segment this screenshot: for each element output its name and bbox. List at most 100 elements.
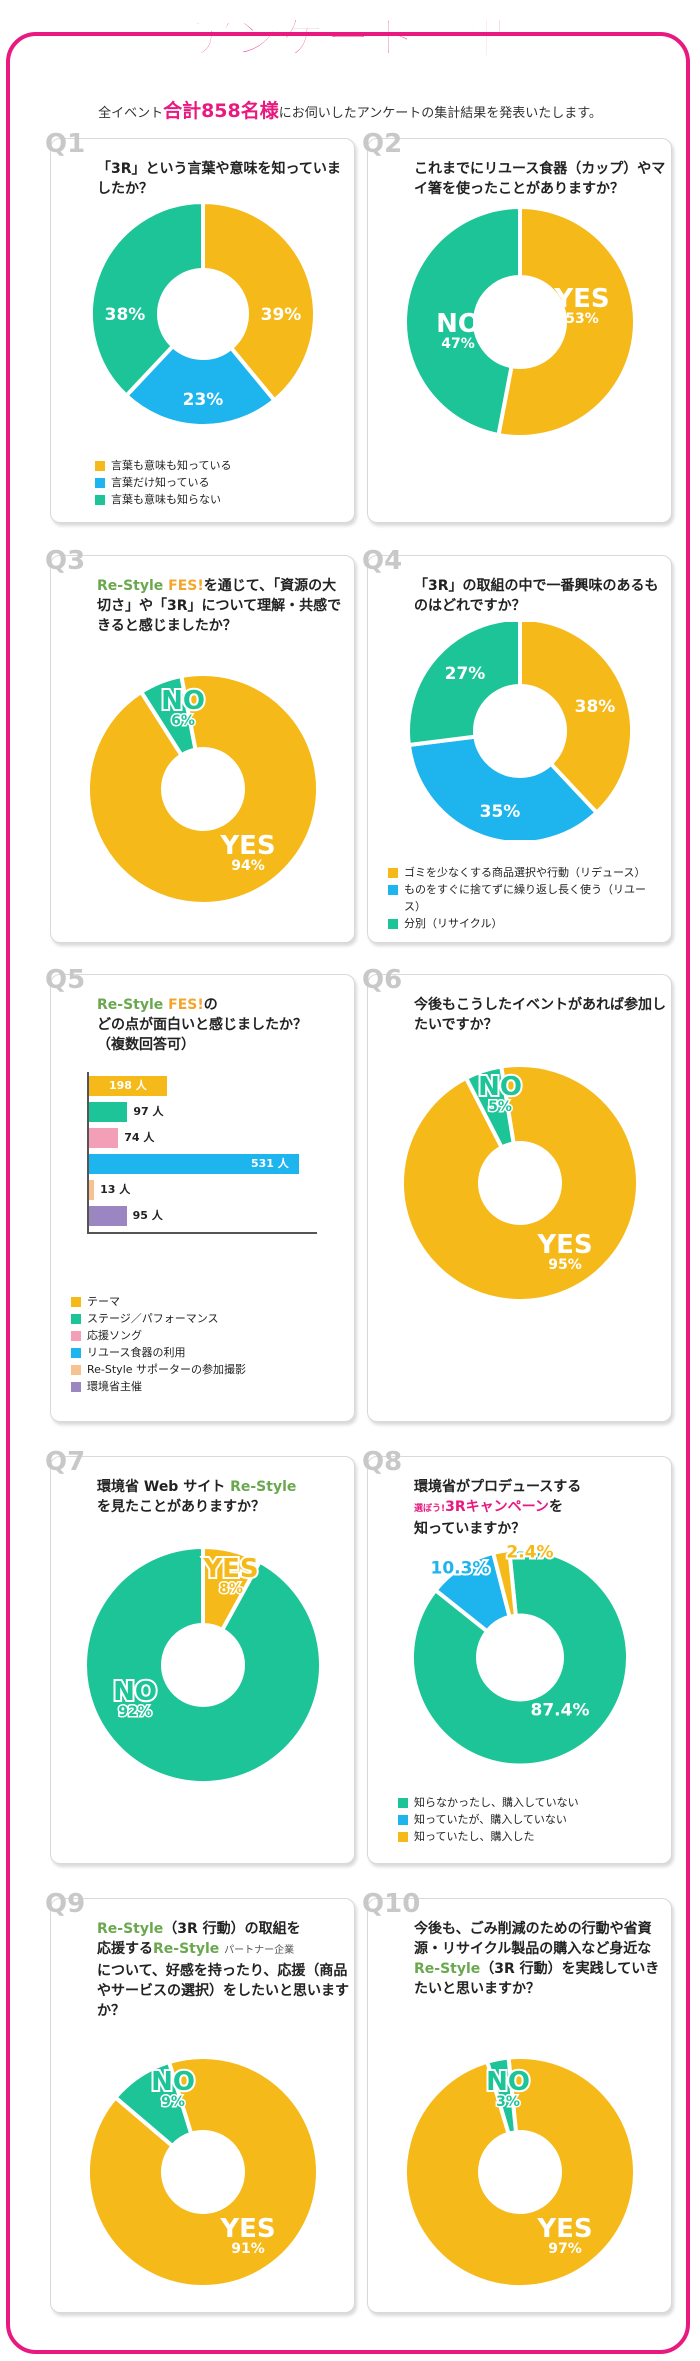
legend-swatch (95, 495, 105, 505)
legend-swatch (388, 868, 398, 878)
slice-value-label: 95% (548, 1257, 582, 1273)
slice-value-label: 97% (548, 2241, 582, 2257)
question-number: Q4 (362, 546, 403, 576)
question-text-b: を (548, 1499, 563, 1515)
question-text-body: を通じて、「資源の大切さ」や「3R」について理解・共感できると感じましたか？ (97, 578, 342, 634)
donut-slice (406, 622, 522, 748)
question-card-q8: Q8 環境省がプロデュースする 選ぼう!3Rキャンペーンを 知っていますか？ 87.… (362, 1447, 672, 1864)
donut-slice (496, 207, 637, 437)
bar-value-label: 95 人 (132, 1209, 163, 1222)
legend-label: テーマ (87, 1295, 120, 1308)
donut-slice (86, 2055, 320, 2289)
slice-value-label: 2.4% (506, 1545, 553, 1563)
legend-item: ものをすぐに捨てずに繰り返し長く使う（リユース） (388, 881, 658, 915)
question-text-b: （3R 行動）を実践していきたいと思いますか？ (414, 1961, 660, 1997)
legend-swatch (398, 1832, 408, 1842)
question-card-q2: Q2 これまでにリユース食器（カップ）やマイ箸を使ったことがありますか？ YES… (362, 129, 672, 523)
question-number: Q2 (362, 129, 403, 159)
legend-swatch (95, 478, 105, 488)
donut-chart-q4: 38% 35% 27% (406, 622, 634, 840)
legend-item: リユース食器の利用 (71, 1344, 246, 1361)
question-card-q10: Q10 今後も、ごみ削減のための行動や省資源・リサイクル製品の購入など身近な Re… (362, 1889, 672, 2313)
legend-label: ゴミを少なくする商品選択や行動（リデュース） (404, 866, 646, 879)
bar (89, 1102, 128, 1122)
slice-value-label: 8% (219, 1581, 243, 1597)
legend-q5: テーマ ステージ／パフォーマンス 応援ソング リユース食器の利用 Re-Styl… (71, 1293, 246, 1395)
legend-label: Re-Style サポーターの参加撮影 (87, 1363, 247, 1376)
bar-baseline (87, 1232, 317, 1234)
donut-slice (138, 673, 198, 759)
question-text: Re-Style FES!の どの点が面白いと感じましたか？ （複数回答可） (97, 995, 349, 1055)
legend-swatch (71, 1382, 81, 1392)
question-text: Re-Style FES!を通じて、「資源の大切さ」や「3R」について理解・共感… (97, 576, 349, 636)
slice-value-label: 6% (171, 713, 195, 729)
question-number: Q7 (45, 1447, 86, 1477)
legend-label: ステージ／パフォーマンス (87, 1312, 219, 1325)
donut-chart-q8: 87.4% 10.3% 2.4% (410, 1545, 630, 1768)
slice-value-label: 87.4% (531, 1701, 590, 1721)
re-style-logo: Re-Style FES! (97, 578, 204, 594)
re-style-partner-logo: Re-Style パートナー企業 (153, 1941, 294, 1957)
question-number: Q6 (362, 965, 403, 995)
donut-slice (403, 2055, 637, 2289)
slice-value-label: 47% (441, 336, 475, 352)
bar (89, 1154, 299, 1174)
bar-chart-q5: 198 人 97 人 74 人 531 人 13 人 95 人 (51, 975, 356, 1423)
legend-item: テーマ (71, 1293, 246, 1310)
intro-highlight: 合計858名様 (163, 100, 279, 122)
question-number: Q8 (362, 1447, 403, 1477)
legend-item: 知っていたし、購入した (398, 1828, 579, 1845)
legend-swatch (95, 461, 105, 471)
question-card-q6: Q6 今後もこうしたイベントがあれば参加したいですか？ YES 95% NO 5% (362, 965, 672, 1422)
question-number: Q3 (45, 546, 86, 576)
donut-chart-q1: 39% 23% 38% (89, 204, 317, 424)
question-text-a: 今後も、ごみ削減のための行動や省資源・リサイクル製品の購入など身近な (414, 1921, 652, 1957)
question-text-a: の (203, 997, 218, 1013)
brand2-name: Re-Style (153, 1941, 220, 1957)
question-text-b: を見たことがありますか？ (97, 1499, 265, 1515)
legend-item: Re-Style サポーターの参加撮影 (71, 1361, 246, 1378)
donut-slice (86, 672, 320, 906)
re-style-logo: Re-Style FES! (97, 997, 204, 1013)
question-card-q3: Q3 Re-Style FES!を通じて、「資源の大切さ」や「3R」について理解… (45, 546, 355, 943)
slice-value-label: 91% (231, 2241, 265, 2257)
slice-category-label: NO (436, 309, 480, 339)
question-text: これまでにリユース食器（カップ）やマイ箸を使ったことがありますか？ (414, 161, 666, 197)
bar-axis (87, 1072, 89, 1232)
slice-category-label: NO (486, 2067, 530, 2097)
bar-value-label: 198 人 (109, 1079, 147, 1092)
legend-swatch (398, 1815, 408, 1825)
question-text: 「3R」の取組の中で一番興味のあるものはどれですか？ (414, 578, 659, 614)
slice-value-label: 35% (480, 802, 521, 822)
legend-swatch (388, 919, 398, 929)
legend-label: 知っていたが、購入していない (414, 1813, 567, 1826)
legend-swatch (71, 1297, 81, 1307)
legend-item: 言葉も意味も知らない (95, 491, 231, 508)
slice-value-label: 38% (105, 305, 146, 325)
slice-value-label: 53% (565, 311, 599, 327)
question-text-c: について、好感を持ったり、応援（商品やサービスの選択）をしたいと思いますか？ (97, 1963, 349, 2019)
donut-slice (484, 2055, 519, 2137)
slice-category-label: NO (113, 1677, 157, 1707)
legend-label: 応援ソング (87, 1329, 142, 1342)
donut-slice (83, 1544, 323, 1785)
donut-slice (112, 2059, 194, 2149)
slice-category-label: NO (161, 686, 205, 716)
question-text: 環境省 Web サイト Re-Style を見たことがありますか？ (97, 1477, 349, 1517)
bar-value-label: 531 人 (251, 1157, 289, 1170)
brand-name: Re-Style (97, 578, 164, 594)
legend-item: 知っていたが、購入していない (398, 1811, 579, 1828)
slice-category-label: NO (478, 1072, 522, 1102)
brand2-suffix: パートナー企業 (224, 1945, 295, 1956)
campaign-prefix: 選ぼう! (414, 1504, 446, 1514)
legend-label: 知らなかったし、購入していない (414, 1796, 579, 1809)
slice-value-label: 10.3% (431, 1559, 490, 1579)
slice-value-label: 39% (261, 305, 302, 325)
slice-category-label: YES (536, 2214, 592, 2244)
donut-slice (400, 1063, 640, 1303)
donut-slice (410, 1547, 630, 1768)
slice-value-label: 3% (496, 2094, 520, 2110)
legend-label: 言葉だけ知っている (111, 476, 210, 489)
